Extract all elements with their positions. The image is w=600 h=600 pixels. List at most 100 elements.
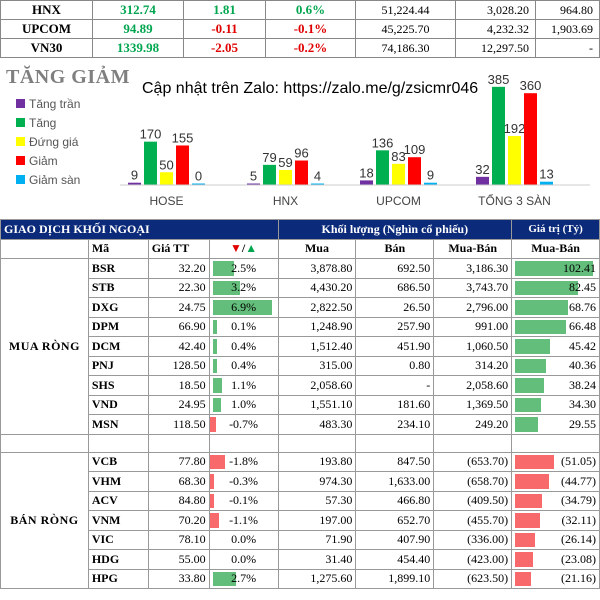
sell-volume: 466.80	[355, 490, 435, 511]
change-value: 0.4%	[231, 358, 257, 373]
net-value-bar	[515, 261, 594, 276]
price: 118.50	[147, 414, 210, 435]
net-value: (21.16)	[561, 571, 596, 586]
sell-volume: 652.70	[355, 510, 435, 531]
net-volume: (409.50)	[433, 490, 513, 511]
change-bar	[209, 454, 226, 469]
net-value: (34.79)	[561, 493, 596, 508]
index-price: 312.74	[92, 0, 184, 20]
buy-volume: 315.00	[277, 355, 357, 376]
net-value: (32.11)	[561, 512, 596, 527]
change-cell: 6.9%	[208, 297, 279, 318]
net-value: (44.77)	[561, 473, 596, 488]
sell-volume: 0.80	[355, 355, 435, 376]
net-value: 34.30	[569, 397, 596, 412]
ticker: DPM	[87, 316, 149, 337]
ticker: HDG	[87, 549, 149, 570]
spacer-row	[0, 433, 600, 453]
buy-volume: 1,551.10	[277, 394, 357, 415]
change-cell: 0.4%	[208, 336, 279, 357]
net-value-cell: 34.30	[511, 394, 600, 415]
bar-label: 59	[278, 155, 292, 170]
net-value-bar	[515, 552, 533, 567]
bar	[492, 86, 505, 185]
table-row: DPM 66.90 0.1% 1,248.90 257.90 991.00 66.48	[1, 316, 600, 337]
legend-item: Tăng	[16, 113, 80, 132]
buy-volume: 57.30	[277, 490, 357, 511]
net-volume: 3,743.70	[433, 277, 513, 298]
net-volume: (623.50)	[433, 568, 513, 589]
change-cell: 0.0%	[208, 529, 279, 550]
bar	[476, 176, 489, 185]
change-cell: 0.4%	[208, 355, 279, 376]
buy-volume: 1,248.90	[277, 316, 357, 337]
table-row: HPG 33.80 2.7% 1,275.60 1,899.10 (623.50) (21.…	[1, 568, 600, 589]
ticker: DXG	[87, 297, 149, 318]
net-value-cell: (34.79)	[511, 490, 600, 511]
net-volume: 314.20	[433, 355, 513, 376]
category-label: TỔNG 3 SÀN	[478, 193, 551, 208]
bar-label: 79	[262, 150, 276, 165]
price: 33.80	[147, 568, 210, 589]
net-value-cell: (51.05)	[511, 451, 600, 472]
sell-volume: 451.90	[355, 336, 435, 357]
chart-legend: Tăng trần Tăng Đứng giá Giảm Giảm sàn	[16, 94, 80, 189]
buy-volume: 71.90	[277, 529, 357, 550]
buy-volume: 1,512.40	[277, 336, 357, 357]
sell-volume: 847.50	[355, 451, 435, 472]
bar	[360, 180, 373, 185]
change-value: 1.1%	[231, 377, 257, 392]
change-bar	[212, 280, 241, 295]
bar-label: 170	[140, 127, 162, 142]
net-value-cell: (26.14)	[511, 529, 600, 550]
net-volume: 2,796.00	[433, 297, 513, 318]
change-bar	[212, 261, 235, 276]
price: 70.20	[147, 510, 210, 531]
net-value-bar	[515, 513, 540, 528]
index-volume: 51,224.44	[355, 0, 456, 20]
change-cell: -1.1%	[208, 510, 279, 531]
sell-volume: 692.50	[355, 258, 435, 279]
legend-label: Tăng	[29, 115, 57, 130]
net-volume: (455.70)	[433, 510, 513, 531]
buy-volume: 31.40	[277, 549, 357, 570]
ticker: VHM	[87, 471, 149, 492]
buy-volume: 193.80	[277, 451, 357, 472]
change-cell: 0.1%	[208, 316, 279, 337]
foreign-trading-table: GIAO DỊCH KHỐI NGOẠI Khối lượng (Nghìn c…	[0, 219, 600, 589]
col-buy: Mua	[277, 238, 357, 259]
price: 22.30	[147, 277, 210, 298]
bar	[279, 169, 292, 185]
net-value: 82.45	[569, 280, 596, 295]
change-value: -1.8%	[229, 454, 259, 469]
bar	[376, 150, 389, 185]
net-value-cell: 66.48	[511, 316, 600, 337]
index-value: 3,028.20	[455, 0, 536, 20]
net-value-bar	[515, 378, 545, 393]
table-row: VNM 70.20 -1.1% 197.00 652.70 (455.70) (32.11)	[1, 510, 600, 531]
price: 128.50	[147, 355, 210, 376]
change-bar	[212, 319, 217, 334]
bar	[408, 157, 421, 185]
price: 68.30	[147, 471, 210, 492]
index-name: HNX	[0, 0, 93, 20]
change-value: 6.9%	[231, 299, 257, 314]
section-label: BÁN RÒNG	[0, 451, 89, 589]
change-value: -0.1%	[229, 493, 259, 508]
table-row: DXG 24.75 6.9% 2,822.50 26.50 2,796.00 68.76	[1, 297, 600, 318]
net-value-bar	[515, 493, 542, 508]
net-value-cell: (21.16)	[511, 568, 600, 589]
price: 77.80	[147, 451, 210, 472]
bar-label: 83	[391, 149, 405, 164]
index-table: HNX 312.74 1.81 0.6% 51,224.44 3,028.20 964.80…	[0, 0, 600, 58]
index-row: UPCOM 94.89 -0.11 -0.1% 45,225.70 4,232.32 1,9…	[0, 19, 600, 39]
ticker: MSN	[87, 414, 149, 435]
change-value: 0.0%	[231, 551, 257, 566]
net-value-cell: 38.24	[511, 375, 600, 396]
change-cell: 1.1%	[208, 375, 279, 396]
bar-label: 5	[250, 169, 257, 184]
ticker: PNJ	[87, 355, 149, 376]
change-bar	[212, 358, 217, 373]
bar	[424, 182, 437, 185]
buy-volume: 1,275.60	[277, 568, 357, 589]
